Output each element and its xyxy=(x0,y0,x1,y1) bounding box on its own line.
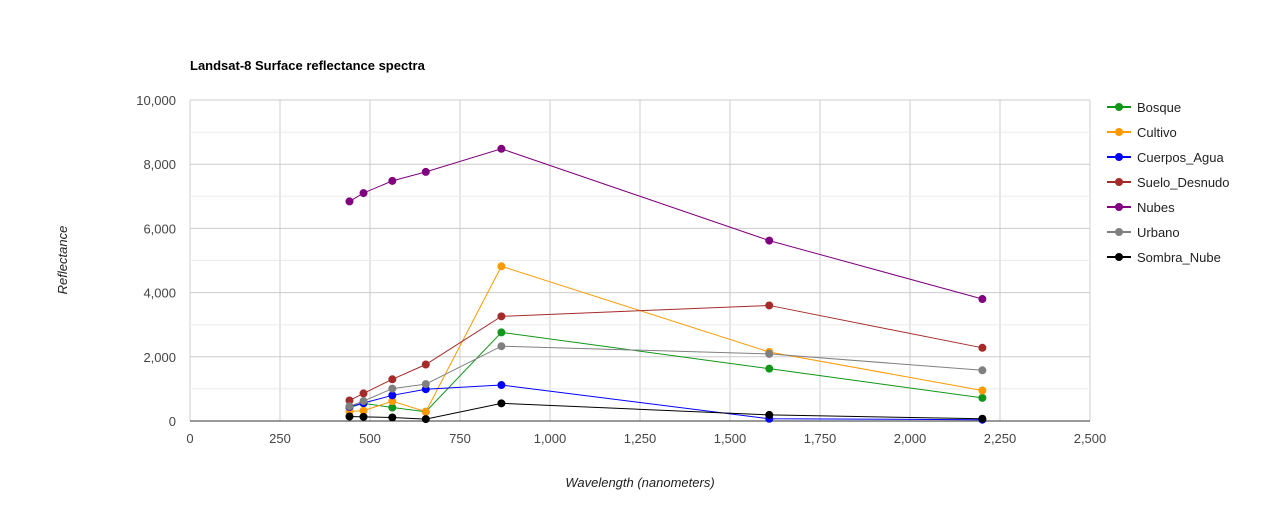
x-tick-label: 500 xyxy=(359,431,381,446)
data-point[interactable] xyxy=(497,342,506,351)
data-point[interactable] xyxy=(421,415,430,424)
legend-item[interactable]: Sombra_Nube xyxy=(1107,250,1221,265)
legend-label: Sombra_Nube xyxy=(1137,250,1221,265)
data-point[interactable] xyxy=(388,397,397,406)
data-point[interactable] xyxy=(345,396,354,405)
data-point[interactable] xyxy=(765,236,774,245)
y-tick-label: 10,000 xyxy=(136,93,176,108)
data-point[interactable] xyxy=(345,402,354,411)
x-axis-label: Wavelength (nanometers) xyxy=(565,475,714,490)
data-point[interactable] xyxy=(359,412,368,421)
legend-item[interactable]: Cuerpos_Agua xyxy=(1107,150,1224,165)
data-point[interactable] xyxy=(421,360,430,369)
data-point[interactable] xyxy=(978,343,987,352)
series-urbano xyxy=(345,342,987,411)
legend-label: Suelo_Desnudo xyxy=(1137,175,1230,190)
series-line xyxy=(349,384,983,421)
x-axis-ticks: 0 250 500 750 1,000 1,250 1,500 1,750 2,000 2,250… xyxy=(186,431,1106,446)
data-point[interactable] xyxy=(359,189,368,198)
series-line xyxy=(349,331,983,413)
legend-marker xyxy=(1115,178,1123,186)
data-point[interactable] xyxy=(421,167,430,176)
data-point[interactable] xyxy=(388,176,397,185)
data-point[interactable] xyxy=(421,380,430,389)
legend-item[interactable]: Suelo_Desnudo xyxy=(1107,175,1230,190)
legend-label: Bosque xyxy=(1137,100,1181,115)
data-point[interactable] xyxy=(978,366,987,375)
data-point[interactable] xyxy=(388,403,397,412)
data-point[interactable] xyxy=(978,386,987,395)
legend-marker xyxy=(1115,203,1123,211)
legend-item[interactable]: Bosque xyxy=(1107,100,1181,115)
series-line xyxy=(349,148,983,300)
data-point[interactable] xyxy=(978,414,987,423)
x-tick-label: 750 xyxy=(449,431,471,446)
x-tick-label: 0 xyxy=(186,431,193,446)
legend-item[interactable]: Cultivo xyxy=(1107,125,1177,140)
data-point[interactable] xyxy=(978,295,987,304)
data-point[interactable] xyxy=(765,410,774,419)
data-point[interactable] xyxy=(421,407,430,416)
y-tick-label: 2,000 xyxy=(143,350,176,365)
series-line xyxy=(349,304,983,401)
data-point[interactable] xyxy=(388,413,397,422)
data-point[interactable] xyxy=(497,381,506,390)
data-point[interactable] xyxy=(978,393,987,402)
data-point[interactable] xyxy=(765,364,774,373)
legend-label: Cultivo xyxy=(1137,125,1177,140)
x-tick-label: 1,750 xyxy=(804,431,837,446)
data-point[interactable] xyxy=(765,301,774,310)
x-tick-label: 1,250 xyxy=(624,431,657,446)
legend-marker xyxy=(1115,253,1123,261)
y-tick-label: 6,000 xyxy=(143,221,176,236)
legend-marker xyxy=(1115,153,1123,161)
legend-label: Urbano xyxy=(1137,225,1180,240)
data-point[interactable] xyxy=(388,375,397,384)
legend-item[interactable]: Nubes xyxy=(1107,200,1175,215)
legend-marker xyxy=(1115,103,1123,111)
y-axis-ticks: 0 2,000 4,000 6,000 8,000 10,000 xyxy=(136,93,176,429)
x-tick-label: 1,500 xyxy=(714,431,747,446)
x-tick-label: 2,500 xyxy=(1074,431,1107,446)
x-tick-label: 2,250 xyxy=(984,431,1017,446)
grid xyxy=(189,99,1091,422)
data-point[interactable] xyxy=(497,144,506,153)
legend-label: Cuerpos_Agua xyxy=(1137,150,1224,165)
data-point[interactable] xyxy=(497,399,506,408)
legend-marker xyxy=(1115,128,1123,136)
data-point[interactable] xyxy=(345,412,354,421)
data-point[interactable] xyxy=(497,312,506,321)
series-lines xyxy=(345,144,987,424)
series-sombra-nube xyxy=(345,399,987,424)
data-point[interactable] xyxy=(359,397,368,406)
series-suelo-desnudo xyxy=(345,301,987,405)
legend-marker xyxy=(1115,228,1123,236)
series-line xyxy=(349,265,983,413)
y-tick-label: 0 xyxy=(169,414,176,429)
series-bosque xyxy=(345,328,987,416)
data-point[interactable] xyxy=(359,406,368,415)
data-point[interactable] xyxy=(359,389,368,398)
chart-title: Landsat-8 Surface reflectance spectra xyxy=(190,58,426,73)
data-point[interactable] xyxy=(345,197,354,206)
x-tick-label: 250 xyxy=(269,431,291,446)
data-point[interactable] xyxy=(388,384,397,393)
legend-item[interactable]: Urbano xyxy=(1107,225,1180,240)
legend: Bosque Cultivo Cuerpos_Agua Suelo_Desnudo Nu… xyxy=(1107,100,1230,265)
data-point[interactable] xyxy=(497,262,506,271)
y-tick-label: 4,000 xyxy=(143,286,176,301)
x-tick-label: 1,000 xyxy=(534,431,567,446)
data-point[interactable] xyxy=(765,349,774,358)
y-tick-label: 8,000 xyxy=(143,157,176,172)
legend-label: Nubes xyxy=(1137,200,1175,215)
data-point[interactable] xyxy=(497,328,506,337)
y-axis-label: Reflectance xyxy=(55,226,70,295)
series-cultivo xyxy=(345,262,987,416)
series-nubes xyxy=(345,144,987,304)
data-point[interactable] xyxy=(388,391,397,400)
x-tick-label: 2,000 xyxy=(894,431,927,446)
